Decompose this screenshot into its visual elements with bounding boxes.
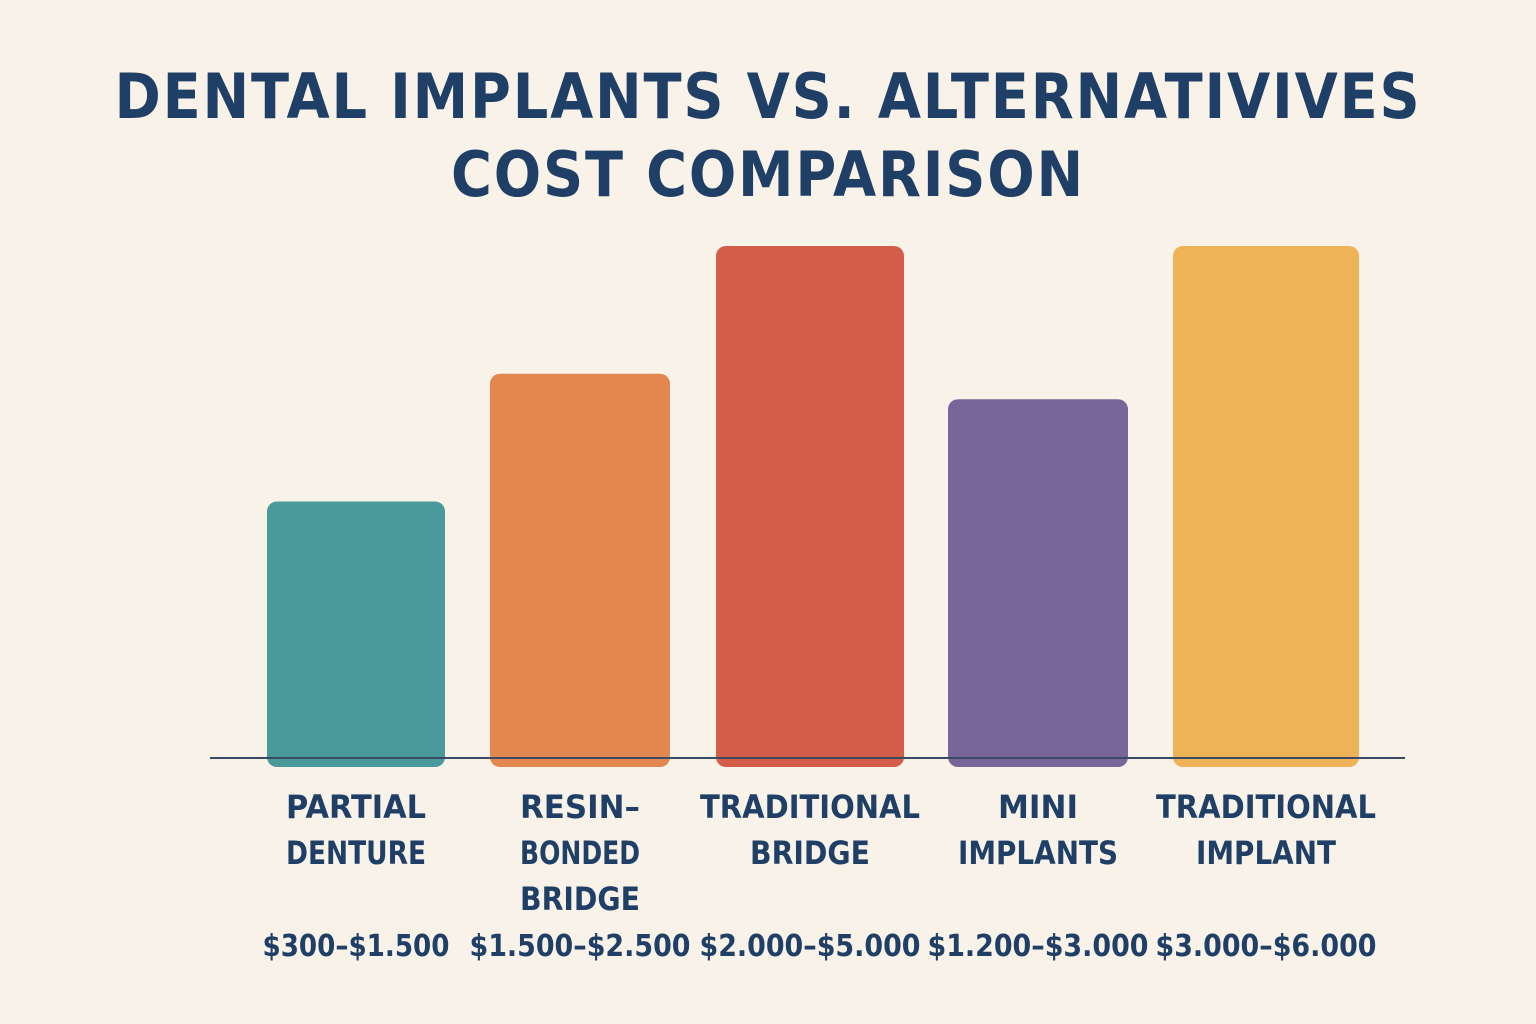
category-label-5-line-1: TRADITIONAL	[1156, 788, 1376, 826]
category-label-2-line-2: BONDED	[520, 834, 640, 872]
bar-1	[267, 501, 445, 767]
value-label-5: $3.000–$6.000	[1156, 929, 1377, 964]
bar-4	[948, 399, 1128, 767]
category-label-4-line-1: MINI	[998, 788, 1078, 826]
category-label-2: RESIN– BONDED BRIDGE	[520, 788, 640, 918]
value-labels-group: $300–$1.500 $1.500–$2.500 $2.000–$5.000 $1.…	[263, 929, 1377, 964]
category-label-5-line-2: IMPLANT	[1196, 834, 1336, 872]
value-label-3: $2.000–$5.000	[700, 929, 921, 964]
category-label-3-line-1: TRADITIONAL	[700, 788, 920, 826]
category-label-1: PARTIAL DENTURE	[286, 788, 426, 872]
value-label-1: $300–$1.500	[263, 929, 450, 964]
value-label-2: $1.500–$2.500	[470, 929, 691, 964]
bars-group	[267, 246, 1359, 767]
category-label-2-line-1: RESIN–	[520, 788, 640, 826]
category-labels-group: PARTIALDENTURERESIN–BONDEDBRIDGETRADITIO…	[286, 788, 1376, 918]
category-label-4-line-2: IMPLANTS	[958, 834, 1118, 872]
bar-2	[490, 373, 670, 767]
chart-title-line-2: COST COMPARISON	[451, 138, 1085, 211]
chart-title-line-1: DENTAL IMPLANTS VS. ALTERNATIVIVES	[114, 60, 1422, 133]
category-label-3: TRADITIONAL BRIDGE	[700, 788, 920, 872]
category-label-3-line-2: BRIDGE	[750, 834, 870, 872]
category-label-1-line-2: DENTURE	[286, 834, 426, 872]
category-label-2-line-3: BRIDGE	[520, 880, 640, 918]
bar-3	[716, 246, 904, 767]
category-label-1-line-1: PARTIAL	[286, 788, 426, 826]
value-label-4: $1.200–$3.000	[928, 929, 1149, 964]
category-label-4: MINI IMPLANTS	[958, 788, 1118, 872]
category-label-5: TRADITIONAL IMPLANT	[1156, 788, 1376, 872]
bar-5	[1173, 246, 1359, 767]
chart-title: DENTAL IMPLANTS VS. ALTERNATIVIVES COST …	[0, 58, 1536, 214]
